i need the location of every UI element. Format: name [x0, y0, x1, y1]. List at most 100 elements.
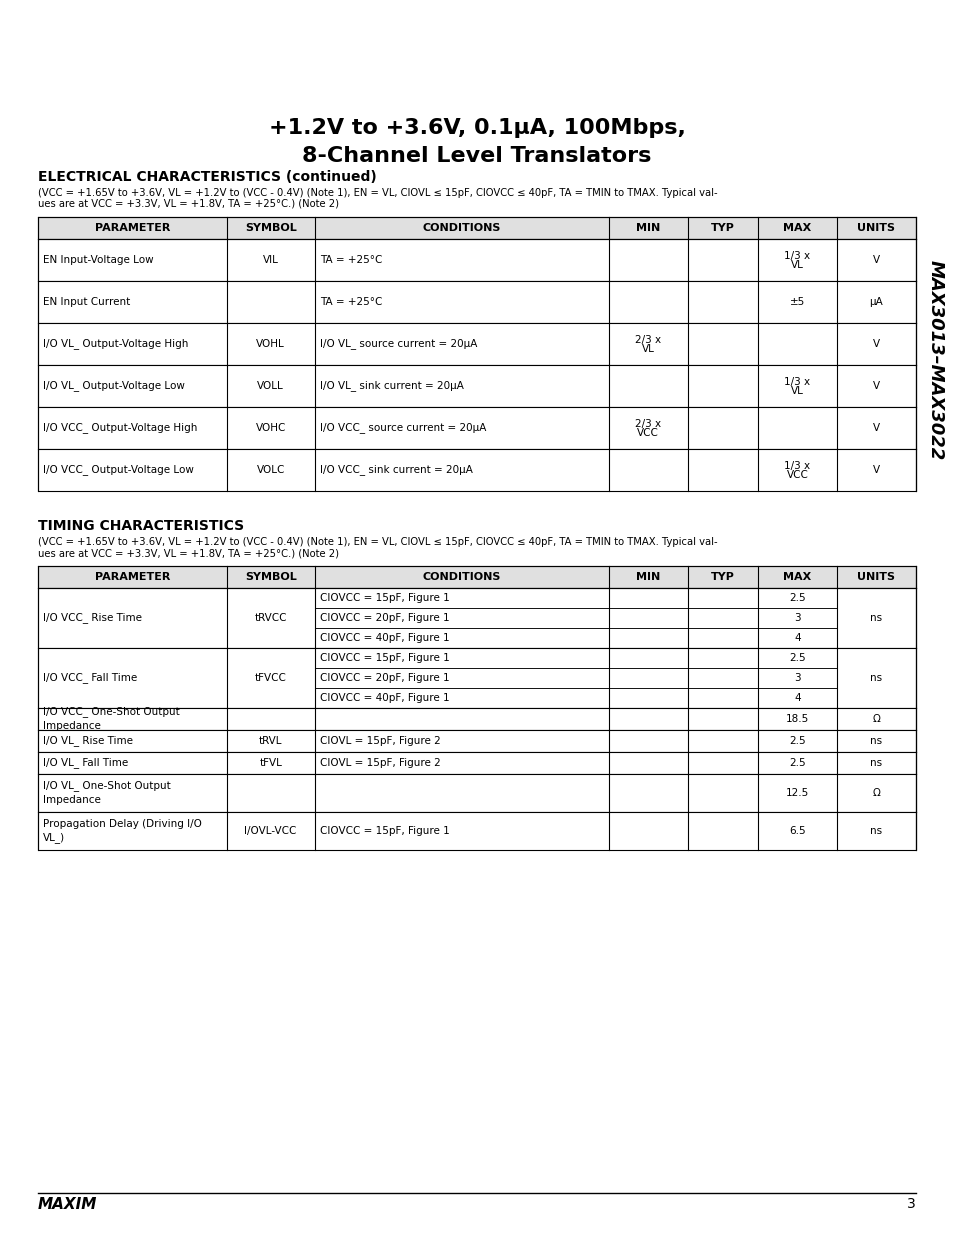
Text: CIOVCC = 40pF, Figure 1: CIOVCC = 40pF, Figure 1 — [319, 634, 449, 643]
Text: CIOVCC = 15pF, Figure 1: CIOVCC = 15pF, Figure 1 — [319, 826, 449, 836]
Text: I/O VL_ source current = 20μA: I/O VL_ source current = 20μA — [319, 338, 476, 350]
Text: I/O VL_ Output-Voltage Low: I/O VL_ Output-Voltage Low — [43, 380, 185, 391]
Text: I/O VCC_ One-Shot Output: I/O VCC_ One-Shot Output — [43, 706, 179, 718]
Text: VL: VL — [790, 385, 803, 395]
Text: EN Input Current: EN Input Current — [43, 296, 131, 308]
Bar — [38, 366, 915, 408]
Text: Ω: Ω — [872, 714, 880, 724]
Bar — [38, 730, 915, 752]
Bar — [38, 217, 915, 240]
Text: (VCC = +1.65V to +3.6V, VL = +1.2V to (VCC - 0.4V) (Note 1), EN = VL, CIOVL ≤ 15: (VCC = +1.65V to +3.6V, VL = +1.2V to (V… — [38, 188, 717, 198]
Text: 2/3 x: 2/3 x — [635, 335, 660, 345]
Text: TYP: TYP — [710, 572, 734, 582]
Text: VL_): VL_) — [43, 832, 65, 844]
Text: I/O VL_ Output-Voltage High: I/O VL_ Output-Voltage High — [43, 338, 188, 350]
Text: CIOVL = 15pF, Figure 2: CIOVL = 15pF, Figure 2 — [319, 736, 440, 746]
Text: tFVCC: tFVCC — [254, 673, 286, 683]
Text: I/O VCC_ Output-Voltage High: I/O VCC_ Output-Voltage High — [43, 422, 197, 433]
Text: V: V — [872, 424, 879, 433]
Text: tRVCC: tRVCC — [254, 613, 287, 622]
Bar — [38, 752, 915, 774]
Text: TIMING CHARACTERISTICS: TIMING CHARACTERISTICS — [38, 519, 244, 534]
Text: 3: 3 — [793, 613, 800, 622]
Text: I/O VL_ Fall Time: I/O VL_ Fall Time — [43, 757, 128, 768]
Text: VL: VL — [790, 259, 803, 269]
Text: I/O VCC_ Output-Voltage Low: I/O VCC_ Output-Voltage Low — [43, 464, 193, 475]
Text: 1/3 x: 1/3 x — [783, 251, 810, 261]
Text: I/O VL_ Rise Time: I/O VL_ Rise Time — [43, 736, 132, 746]
Text: 3: 3 — [793, 673, 800, 683]
Text: CIOVCC = 20pF, Figure 1: CIOVCC = 20pF, Figure 1 — [319, 613, 449, 622]
Text: 6.5: 6.5 — [788, 826, 805, 836]
Text: (VCC = +1.65V to +3.6V, VL = +1.2V to (VCC - 0.4V) (Note 1), EN = VL, CIOVL ≤ 15: (VCC = +1.65V to +3.6V, VL = +1.2V to (V… — [38, 537, 717, 547]
Text: tFVL: tFVL — [259, 758, 282, 768]
Bar — [38, 324, 915, 366]
Bar — [38, 811, 915, 850]
Bar — [38, 408, 915, 450]
Text: CIOVL = 15pF, Figure 2: CIOVL = 15pF, Figure 2 — [319, 758, 440, 768]
Text: μA: μA — [869, 296, 882, 308]
Text: 4: 4 — [793, 693, 800, 703]
Text: TA = +25°C: TA = +25°C — [319, 296, 381, 308]
Text: I/O VCC_ Fall Time: I/O VCC_ Fall Time — [43, 673, 137, 683]
Text: CIOVCC = 15pF, Figure 1: CIOVCC = 15pF, Figure 1 — [319, 653, 449, 663]
Text: 18.5: 18.5 — [785, 714, 808, 724]
Text: Impedance: Impedance — [43, 795, 101, 805]
Text: I/OVL-VCC: I/OVL-VCC — [244, 826, 296, 836]
Text: VOHL: VOHL — [256, 338, 285, 350]
Text: UNITS: UNITS — [857, 224, 895, 233]
Text: TA = +25°C: TA = +25°C — [319, 254, 381, 266]
Text: VOLC: VOLC — [256, 466, 285, 475]
Text: 2.5: 2.5 — [788, 736, 805, 746]
Bar — [38, 450, 915, 492]
Text: 2.5: 2.5 — [788, 593, 805, 603]
Text: +1.2V to +3.6V, 0.1μA, 100Mbps,: +1.2V to +3.6V, 0.1μA, 100Mbps, — [269, 119, 684, 138]
Text: MIN: MIN — [636, 572, 659, 582]
Text: 2/3 x: 2/3 x — [635, 419, 660, 429]
Text: ELECTRICAL CHARACTERISTICS (continued): ELECTRICAL CHARACTERISTICS (continued) — [38, 170, 376, 184]
Text: 4: 4 — [793, 634, 800, 643]
Text: ns: ns — [869, 673, 882, 683]
Text: PARAMETER: PARAMETER — [94, 572, 170, 582]
Bar — [38, 774, 915, 811]
Text: I/O VL_ sink current = 20μA: I/O VL_ sink current = 20μA — [319, 380, 463, 391]
Text: 1/3 x: 1/3 x — [783, 461, 810, 471]
Text: EN Input-Voltage Low: EN Input-Voltage Low — [43, 254, 153, 266]
Bar — [38, 708, 915, 730]
Text: SYMBOL: SYMBOL — [245, 224, 296, 233]
Text: VCC: VCC — [637, 427, 659, 437]
Bar — [38, 282, 915, 324]
Text: Impedance: Impedance — [43, 721, 101, 731]
Text: Propagation Delay (Driving I/O: Propagation Delay (Driving I/O — [43, 819, 202, 829]
Text: TYP: TYP — [710, 224, 734, 233]
Text: VOLL: VOLL — [257, 382, 284, 391]
Text: MAX: MAX — [782, 224, 811, 233]
Text: 2.5: 2.5 — [788, 653, 805, 663]
Text: 1/3 x: 1/3 x — [783, 377, 810, 387]
Text: ±5: ±5 — [789, 296, 804, 308]
Text: UNITS: UNITS — [857, 572, 895, 582]
Text: 8-Channel Level Translators: 8-Channel Level Translators — [302, 146, 651, 165]
Bar — [38, 566, 915, 588]
Text: V: V — [872, 338, 879, 350]
Text: MIN: MIN — [636, 224, 659, 233]
Text: VCC: VCC — [785, 469, 807, 479]
Text: V: V — [872, 382, 879, 391]
Text: CONDITIONS: CONDITIONS — [422, 224, 500, 233]
Text: SYMBOL: SYMBOL — [245, 572, 296, 582]
Text: VOHC: VOHC — [255, 424, 286, 433]
Text: Ω: Ω — [872, 788, 880, 798]
Text: ns: ns — [869, 613, 882, 622]
Text: ues are at VCC = +3.3V, VL = +1.8V, TA = +25°C.) (Note 2): ues are at VCC = +3.3V, VL = +1.8V, TA =… — [38, 199, 338, 209]
Bar — [38, 240, 915, 282]
Text: CONDITIONS: CONDITIONS — [422, 572, 500, 582]
Text: 12.5: 12.5 — [785, 788, 808, 798]
Text: I/O VCC_ sink current = 20μA: I/O VCC_ sink current = 20μA — [319, 464, 472, 475]
Text: I/O VCC_ Rise Time: I/O VCC_ Rise Time — [43, 613, 142, 624]
Bar — [38, 588, 915, 648]
Text: CIOVCC = 15pF, Figure 1: CIOVCC = 15pF, Figure 1 — [319, 593, 449, 603]
Text: I/O VL_ One-Shot Output: I/O VL_ One-Shot Output — [43, 781, 171, 792]
Text: 2.5: 2.5 — [788, 758, 805, 768]
Text: ns: ns — [869, 758, 882, 768]
Text: MAX3013–MAX3022: MAX3013–MAX3022 — [926, 259, 944, 461]
